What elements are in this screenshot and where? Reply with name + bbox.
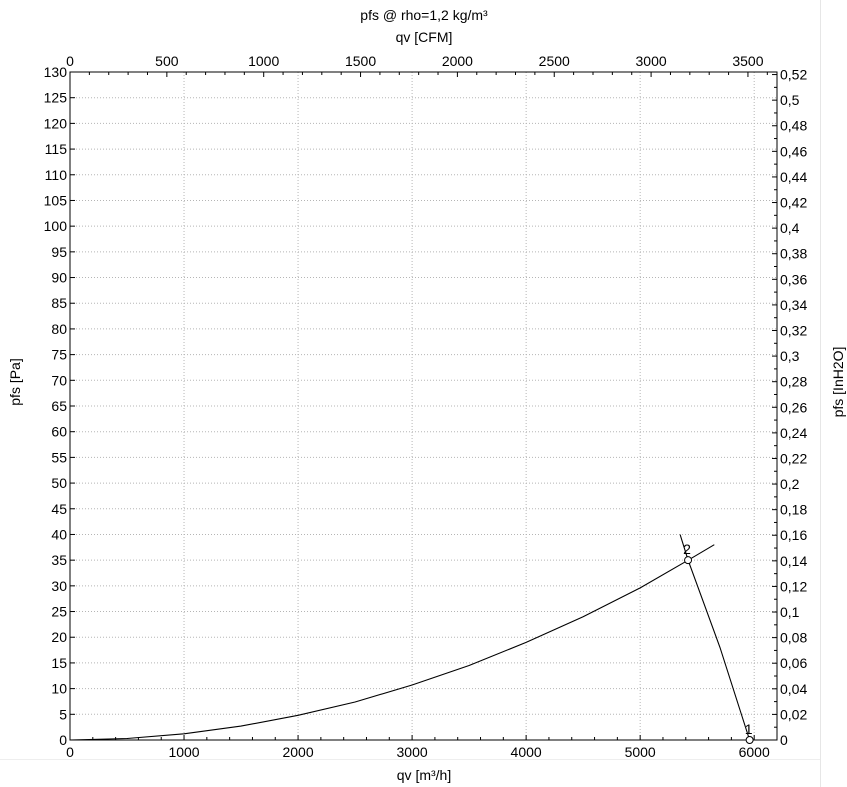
x-tick-label: 3000 [397, 744, 428, 760]
panel-bottom-border [0, 759, 820, 760]
y-tick-label: 60 [51, 424, 67, 440]
y-tick-label: 35 [51, 552, 67, 568]
x2-tick-label: 2000 [442, 53, 473, 69]
y2-tick-label: 0,5 [780, 92, 800, 108]
operating-points: 12 [683, 541, 754, 744]
y2-tick-label: 0,3 [780, 348, 800, 364]
y2-tick-label: 0,06 [780, 655, 807, 671]
y2-tick-label: 0,24 [780, 425, 807, 441]
y-tick-label: 120 [44, 115, 68, 131]
y-tick-label: 15 [51, 655, 67, 671]
y2-tick-label: 0,28 [780, 374, 807, 390]
y2-tick-label: 0,48 [780, 118, 807, 134]
x-axis-label: qv [m³/h] [397, 767, 451, 783]
y-tick-label: 55 [51, 449, 67, 465]
x-tick-label: 0 [66, 744, 74, 760]
y2-tick-label: 0,2 [780, 476, 800, 492]
y-tick-label: 70 [51, 372, 67, 388]
x2-tick-label: 500 [155, 53, 179, 69]
x-tick-label: 6000 [739, 744, 770, 760]
y-tick-label: 20 [51, 629, 67, 645]
x-tick-label: 4000 [511, 744, 542, 760]
y-tick-label: 45 [51, 501, 67, 517]
y-tick-label: 50 [51, 475, 67, 491]
y-tick-label: 65 [51, 398, 67, 414]
x-tick-label: 5000 [625, 744, 656, 760]
y2-tick-label: 0,02 [780, 706, 807, 722]
right-axis-label: pfs [InH2O] [830, 347, 846, 418]
y-tick-label: 95 [51, 244, 67, 260]
y-tick-label: 110 [45, 167, 68, 183]
y2-tick-label: 0,52 [780, 67, 807, 83]
x2-tick-label: 3000 [636, 53, 667, 69]
y-tick-label: 130 [44, 64, 68, 80]
grid [70, 72, 777, 740]
y2-tick-label: 0,1 [780, 604, 800, 620]
y-tick-label: 5 [59, 706, 67, 722]
operating-point-1 [745, 736, 754, 744]
y-tick-label: 40 [51, 526, 67, 542]
y2-tick-label: 0,36 [780, 271, 807, 287]
y-axis-label: pfs [Pa] [7, 358, 23, 405]
y2-tick-label: 0,22 [780, 450, 807, 466]
operating-point-2 [684, 556, 693, 565]
y2-tick-label: 0,46 [780, 143, 807, 159]
y-tick-label: 10 [51, 681, 67, 697]
y2-tick-label: 0,32 [780, 322, 807, 338]
y-tick-label: 115 [45, 141, 68, 157]
y-tick-label: 25 [51, 604, 67, 620]
operating-point-label-2: 2 [683, 541, 691, 557]
x2-tick-label: 3500 [732, 53, 763, 69]
y-tick-label: 90 [51, 270, 67, 286]
y-tick-label: 30 [51, 578, 67, 594]
panel-right-border [820, 0, 821, 787]
y2-tick-label: 0,34 [780, 297, 807, 313]
x2-tick-label: 1500 [345, 53, 376, 69]
y-tick-label: 80 [51, 321, 67, 337]
y-tick-label: 125 [44, 90, 68, 106]
y2-tick-label: 0 [780, 732, 788, 748]
y-tick-label: 100 [44, 218, 68, 234]
y-tick-label: 85 [51, 295, 67, 311]
y2-tick-label: 0,38 [780, 246, 807, 262]
y2-tick-label: 0,12 [780, 578, 807, 594]
y2-tick-label: 0,16 [780, 527, 807, 543]
y2-tick-label: 0,4 [780, 220, 800, 236]
fan-curve-line [679, 534, 751, 741]
y2-tick-label: 0,04 [780, 681, 807, 697]
x2-tick-label: 2500 [539, 53, 570, 69]
series-group [69, 534, 751, 741]
x-tick-label: 2000 [282, 744, 313, 760]
y2-tick-label: 0,26 [780, 399, 807, 415]
x2-tick-label: 1000 [248, 53, 279, 69]
system-curve-line [69, 544, 715, 741]
y2-tick-label: 0,44 [780, 169, 807, 185]
y-tick-label: 75 [51, 347, 67, 363]
y2-tick-label: 0,08 [780, 630, 807, 646]
y2-tick-label: 0,14 [780, 553, 807, 569]
x-tick-label: 1000 [168, 744, 199, 760]
top-axis-label: qv [CFM] [396, 29, 453, 45]
operating-point-label-1: 1 [745, 721, 753, 737]
x2-tick-label: 0 [66, 53, 74, 69]
y-tick-label: 0 [59, 732, 67, 748]
y2-tick-label: 0,42 [780, 195, 807, 211]
chart-title: pfs @ rho=1,2 kg/m³ [360, 7, 488, 23]
y-tick-label: 105 [44, 192, 68, 208]
y2-tick-label: 0,18 [780, 502, 807, 518]
